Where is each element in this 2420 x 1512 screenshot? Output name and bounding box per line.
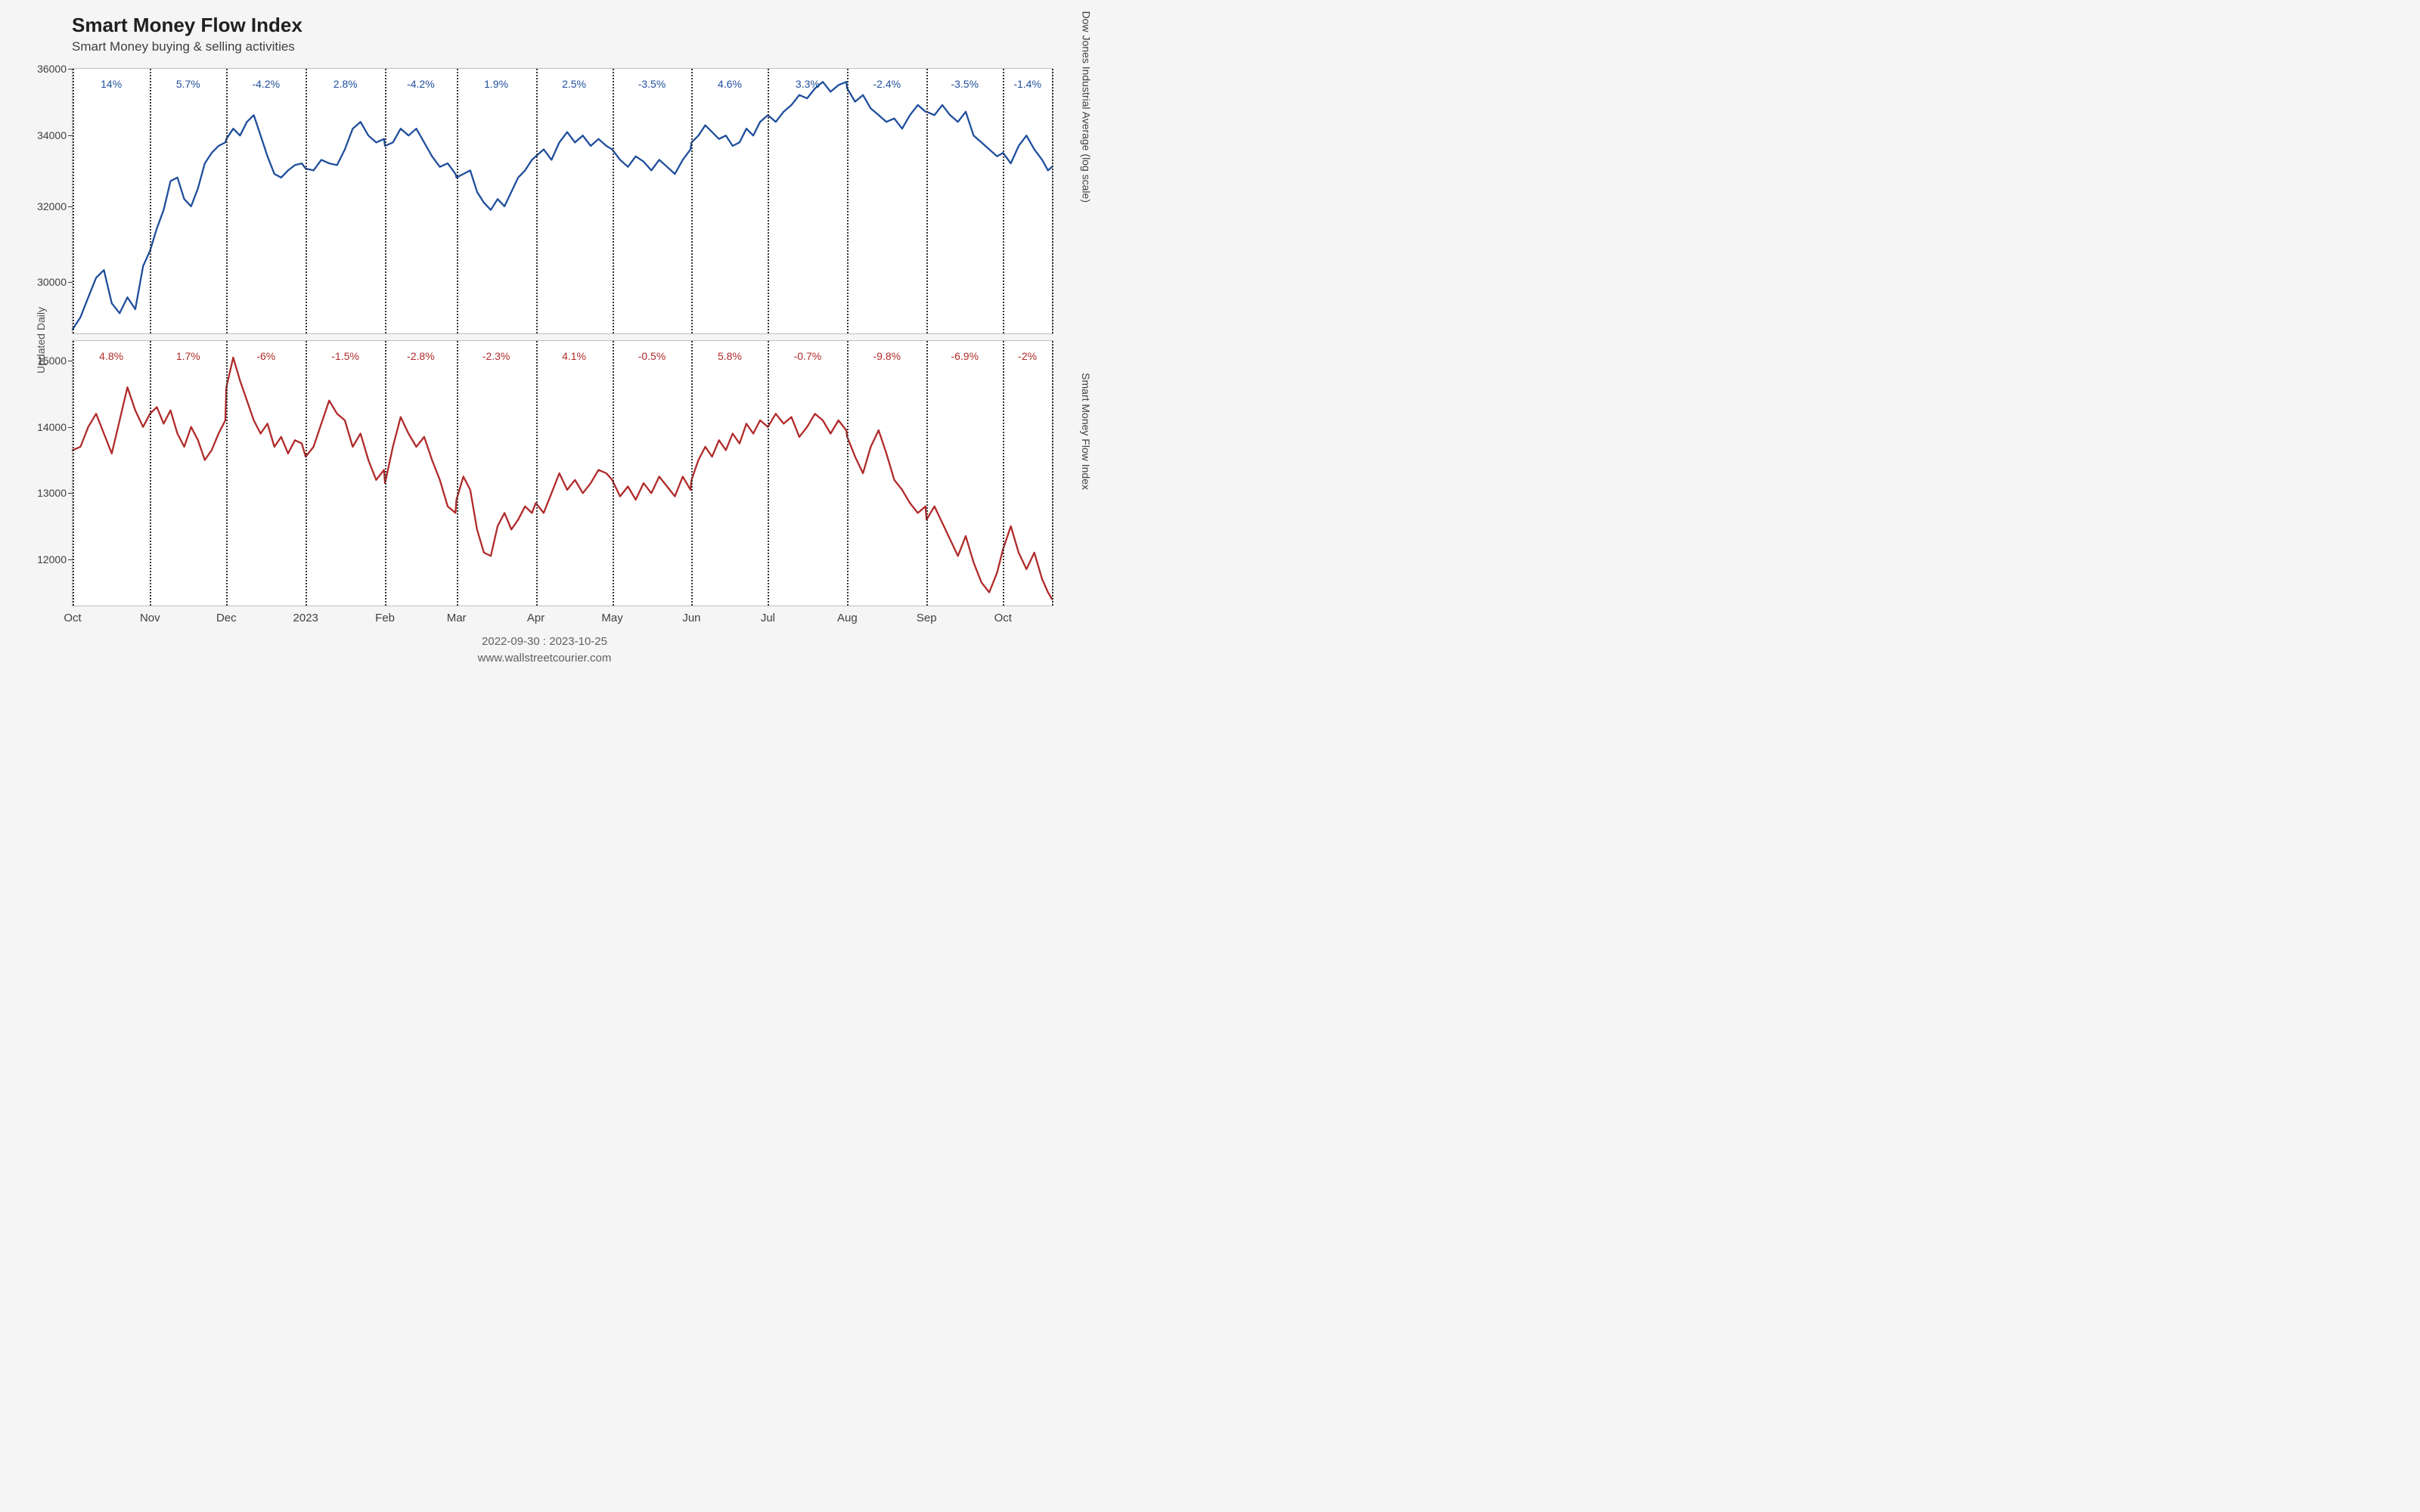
- x-tick-label: Oct: [994, 612, 1012, 624]
- vgrid-line: [385, 341, 386, 606]
- y-tick-label: 36000: [37, 63, 67, 75]
- vgrid-line: [536, 341, 538, 606]
- y-tick-mark: [68, 493, 73, 494]
- vgrid-line: [847, 69, 849, 333]
- y-tick-label: 13000: [37, 487, 67, 499]
- pct-change-label: -2.4%: [873, 78, 901, 90]
- vgrid-line: [1003, 341, 1004, 606]
- y-tick-label: 34000: [37, 129, 67, 141]
- vgrid-line: [847, 341, 849, 606]
- y-tick-label: 14000: [37, 421, 67, 433]
- vgrid-line: [306, 69, 307, 333]
- smart-money-line-chart: [73, 341, 1052, 606]
- vgrid-line: [1052, 341, 1053, 606]
- pct-change-label: -6.9%: [951, 350, 979, 362]
- x-tick-label: 2023: [293, 612, 318, 624]
- pct-change-label: 2.8%: [334, 78, 358, 90]
- pct-change-label: 5.7%: [176, 78, 200, 90]
- vgrid-line: [926, 341, 928, 606]
- pct-change-label: 4.1%: [562, 350, 586, 362]
- vgrid-line: [385, 69, 386, 333]
- y-tick-mark: [68, 135, 73, 136]
- pct-change-label: -4.2%: [252, 78, 280, 90]
- y-tick-mark: [68, 559, 73, 560]
- pct-change-label: 14%: [101, 78, 122, 90]
- pct-change-label: -2.3%: [482, 350, 510, 362]
- vgrid-line: [457, 69, 458, 333]
- y-tick-label: 30000: [37, 276, 67, 288]
- pct-change-label: -3.5%: [638, 78, 666, 90]
- right-axis-label-bottom: Smart Money Flow Index: [1080, 373, 1092, 490]
- vgrid-line: [150, 341, 151, 606]
- x-tick-label: Feb: [375, 612, 395, 624]
- pct-change-label: 2.5%: [562, 78, 586, 90]
- x-tick-label: Jun: [682, 612, 700, 624]
- vgrid-line: [150, 69, 151, 333]
- footer-date-range: 2022-09-30 : 2023-10-25: [0, 635, 1089, 648]
- pct-change-label: -1.4%: [1013, 78, 1041, 90]
- y-tick-mark: [68, 427, 73, 428]
- pct-change-label: -3.5%: [951, 78, 979, 90]
- x-tick-label: Nov: [140, 612, 160, 624]
- y-tick-mark: [68, 69, 73, 70]
- vgrid-line: [613, 341, 614, 606]
- vgrid-line: [691, 69, 693, 333]
- top-panel: 14% 5.7% -4.2% 2.8% -4.2% 1.9% 2.5% -3.5% 4.6% 3.…: [72, 68, 1053, 334]
- vgrid-line: [1052, 69, 1053, 333]
- pct-change-label: -6%: [256, 350, 275, 362]
- y-tick-label: 32000: [37, 200, 67, 212]
- vgrid-line: [926, 69, 928, 333]
- pct-change-label: -0.7%: [794, 350, 822, 362]
- vgrid-line: [768, 341, 769, 606]
- vgrid-line: [457, 341, 458, 606]
- footer-source: www.wallstreetcourier.com: [0, 652, 1089, 665]
- pct-change-label: 5.8%: [718, 350, 742, 362]
- series-line: [73, 358, 1052, 599]
- vgrid-line: [226, 341, 228, 606]
- x-tick-label: Aug: [837, 612, 858, 624]
- vgrid-line: [768, 69, 769, 333]
- series-line: [73, 82, 1052, 329]
- vgrid-line: [536, 69, 538, 333]
- pct-change-label: -9.8%: [873, 350, 901, 362]
- x-tick-label: Apr: [527, 612, 544, 624]
- pct-change-label: 1.7%: [176, 350, 200, 362]
- y-tick-label: 15000: [37, 355, 67, 367]
- pct-change-label: -1.5%: [331, 350, 359, 362]
- vgrid-line: [73, 69, 74, 333]
- pct-change-label: 3.3%: [796, 78, 820, 90]
- pct-change-label: 1.9%: [484, 78, 508, 90]
- chart-title: Smart Money Flow Index: [72, 14, 302, 37]
- x-tick-label: Jul: [761, 612, 775, 624]
- pct-change-label: -4.2%: [407, 78, 435, 90]
- pct-change-label: -0.5%: [638, 350, 666, 362]
- chart-page: Smart Money Flow Index Smart Money buyin…: [0, 0, 1089, 680]
- x-tick-label: May: [601, 612, 622, 624]
- bottom-panel: Oct4.8%Nov1.7%Dec-6%2023-1.5%Feb-2.8%Mar…: [72, 340, 1053, 606]
- vgrid-line: [306, 341, 307, 606]
- y-tick-label: 12000: [37, 553, 67, 565]
- vgrid-line: [1003, 69, 1004, 333]
- vgrid-line: [73, 341, 74, 606]
- vgrid-line: [226, 69, 228, 333]
- x-tick-label: Sep: [917, 612, 937, 624]
- y-tick-mark: [68, 206, 73, 207]
- vgrid-line: [613, 69, 614, 333]
- pct-change-label: -2%: [1018, 350, 1037, 362]
- x-tick-label: Dec: [216, 612, 237, 624]
- x-tick-label: Oct: [64, 612, 81, 624]
- y-tick-mark: [68, 282, 73, 283]
- chart-subtitle: Smart Money buying & selling activities: [72, 39, 295, 54]
- pct-change-label: 4.8%: [99, 350, 123, 362]
- x-tick-label: Mar: [447, 612, 467, 624]
- dow-jones-line-chart: [73, 69, 1052, 333]
- pct-change-label: 4.6%: [718, 78, 742, 90]
- vgrid-line: [691, 341, 693, 606]
- right-axis-label-top: Dow Jones Industrial Average (log scale): [1080, 11, 1092, 203]
- pct-change-label: -2.8%: [407, 350, 435, 362]
